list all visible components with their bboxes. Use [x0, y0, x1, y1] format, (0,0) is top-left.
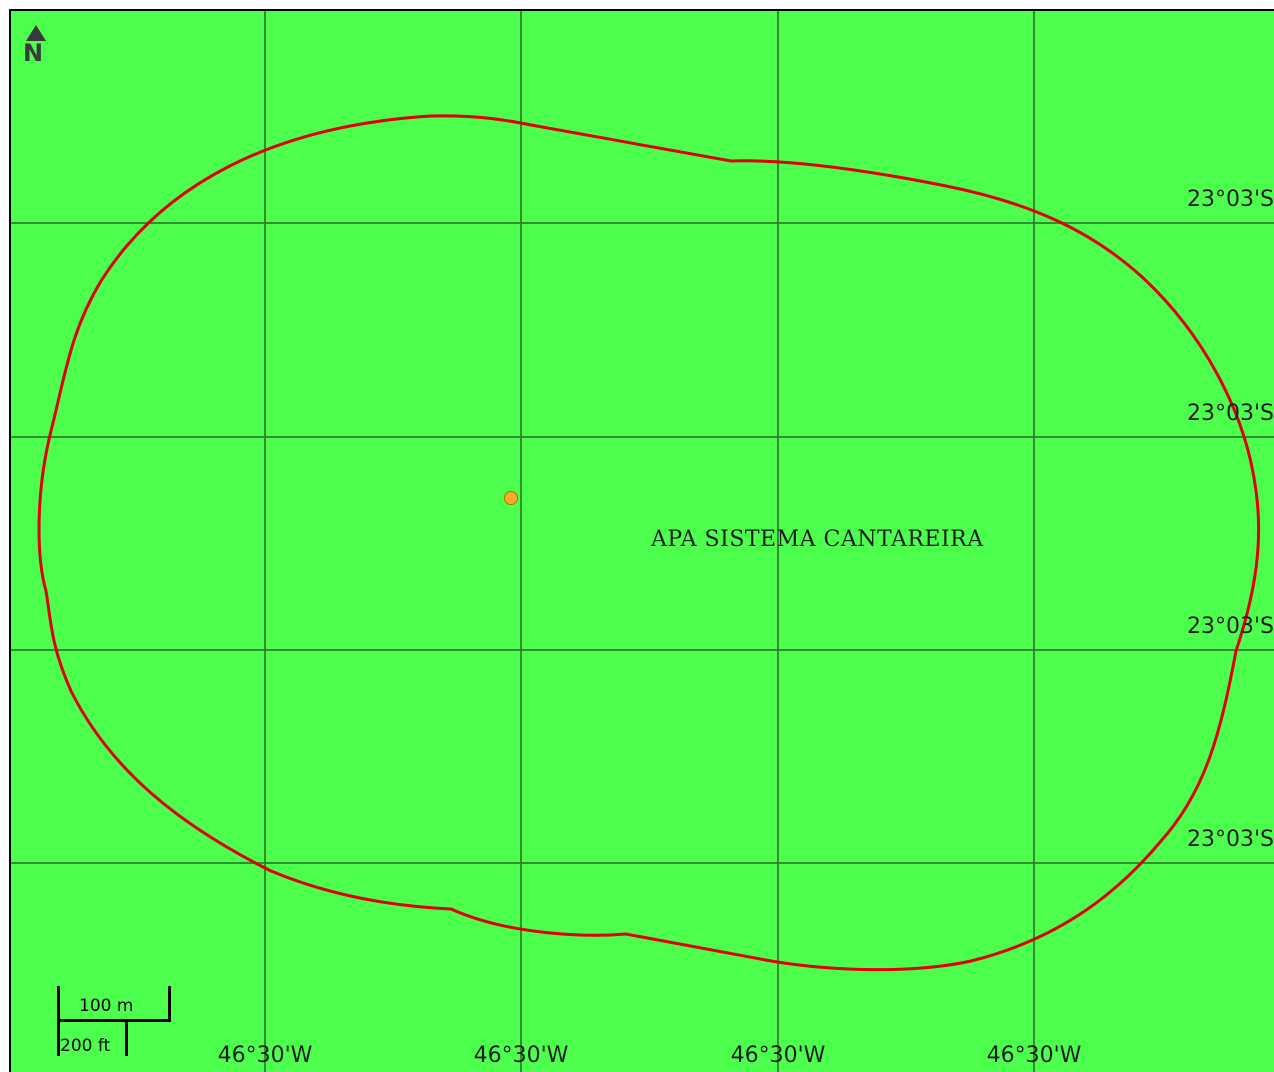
boundary-outline — [37, 114, 1261, 972]
scale-bar-right-tick — [168, 986, 171, 1022]
scale-bar-horizontal — [57, 1019, 171, 1022]
point-marker[interactable] — [504, 491, 518, 505]
map-canvas[interactable]: APA SISTEMA CANTAREIRA 23°03'S 23°03'S 2… — [9, 9, 1274, 1072]
scale-bar-metric-label: 100 m — [79, 996, 134, 1016]
latitude-label: 23°03'S — [1186, 187, 1274, 212]
area-name-label: APA SISTEMA CANTAREIRA — [651, 527, 984, 552]
gridline-longitude — [520, 11, 522, 1072]
longitude-label: 46°30'W — [217, 1043, 313, 1068]
scale-bar: 100 m 200 ft — [57, 986, 187, 1066]
gridline-longitude — [777, 11, 779, 1072]
gridline-latitude — [11, 862, 1274, 864]
longitude-label: 46°30'W — [730, 1043, 826, 1068]
latitude-label: 23°03'S — [1186, 614, 1274, 639]
north-arrow-icon: N — [23, 25, 51, 75]
longitude-label: 46°30'W — [986, 1043, 1082, 1068]
gridline-latitude — [11, 436, 1274, 438]
protected-area-boundary[interactable] — [11, 11, 1274, 1072]
north-arrow-triangle — [26, 25, 46, 41]
gridline-latitude — [11, 649, 1274, 651]
latitude-label: 23°03'S — [1186, 401, 1274, 426]
north-arrow-letter: N — [23, 39, 44, 67]
gridline-latitude — [11, 222, 1274, 224]
gridline-longitude — [1033, 11, 1035, 1072]
longitude-label: 46°30'W — [473, 1043, 569, 1068]
gridline-longitude — [264, 11, 266, 1072]
scale-bar-imperial-label: 200 ft — [60, 1036, 111, 1056]
scale-bar-imperial-tick — [125, 1019, 128, 1056]
latitude-label: 23°03'S — [1186, 827, 1274, 852]
